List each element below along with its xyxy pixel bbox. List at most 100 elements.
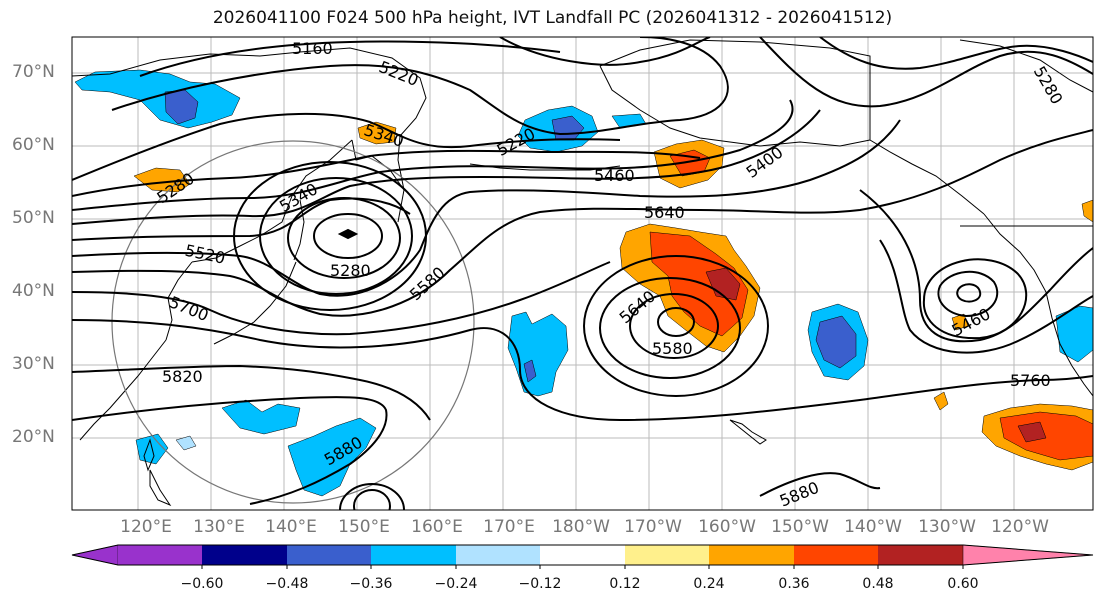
south-contours — [339, 483, 405, 510]
height-contours — [72, 37, 1093, 505]
blue-patch-small-wake — [175, 435, 197, 451]
contour-5880-east — [759, 472, 881, 497]
west-low-core — [337, 228, 359, 240]
blue-core-siberia — [164, 89, 199, 125]
lon-label: 170°W — [624, 517, 682, 537]
lon-label: 160°W — [698, 517, 756, 537]
orange-core-aleutian — [669, 149, 711, 177]
ivt-negative-shading — [74, 69, 1093, 497]
contour-5220-north — [111, 37, 729, 136]
gridlines — [72, 37, 1093, 510]
chart-title: 2026041100 F024 500 hPa height, IVT Land… — [212, 8, 893, 28]
contour-5340 — [72, 149, 701, 197]
contour-5640-mid — [72, 129, 1093, 317]
west-low-ring-2 — [287, 197, 401, 279]
lon-label: 170°E — [483, 517, 535, 537]
coast-china — [79, 339, 167, 441]
blue-patch-siberia — [74, 69, 241, 129]
contour-5400 — [72, 99, 794, 211]
coast-taiwan — [143, 438, 155, 472]
contour-5880 — [72, 396, 388, 505]
contour-5820 — [72, 364, 431, 421]
south-ring-2 — [339, 483, 405, 510]
central-low-ring-3 — [599, 277, 741, 379]
orange-patch-small — [933, 391, 949, 411]
lon-label: 120°E — [120, 517, 172, 537]
blue-patch-central-pacific — [507, 311, 569, 397]
colorbar-tick-label: 0.24 — [693, 576, 725, 592]
ivt-positive-shading — [133, 121, 1093, 471]
central-low-ring-2 — [629, 293, 719, 359]
colorbar-tick-label: −0.60 — [180, 576, 224, 592]
contour-east-ring-inner — [937, 270, 999, 318]
colorbar-tick-label: 0.36 — [778, 576, 810, 592]
colorbar-bin — [794, 545, 878, 565]
colorbar-outline — [71, 544, 1094, 566]
colorbar-bin — [202, 545, 287, 565]
lat-label: 30°N — [12, 354, 55, 374]
orange-core-main — [649, 231, 749, 337]
colorbar-bin — [540, 545, 625, 565]
contour-east-ring-mid — [922, 258, 1028, 340]
contour-label: 5160 — [292, 39, 333, 58]
blue-core-east-pacific — [815, 315, 857, 369]
lat-label: 50°N — [12, 208, 55, 228]
colorbar-tick-label: −0.12 — [518, 576, 562, 592]
contour-5460 — [72, 109, 821, 225]
blue-core-central — [523, 359, 537, 383]
lon-label: 150°W — [771, 517, 829, 537]
colorbar-bin — [625, 545, 709, 565]
colorbar — [71, 544, 1094, 569]
coast-japan — [213, 261, 297, 345]
central-low-ring-1 — [657, 307, 695, 337]
lat-label: 40°N — [12, 281, 55, 301]
contour-east-trough — [859, 189, 1093, 343]
colorbar-ticks — [201, 565, 964, 569]
colorbar-tick-label: −0.24 — [434, 576, 478, 592]
contour-5700 — [72, 261, 611, 336]
south-ring-1 — [353, 489, 391, 510]
west-low-ring-1 — [313, 213, 383, 259]
colorbar-tick-label: 0.12 — [609, 576, 641, 592]
lon-label: 130°W — [918, 517, 976, 537]
lon-label: 140°W — [844, 517, 902, 537]
range-circle — [111, 140, 475, 504]
lon-label: 140°E — [265, 517, 317, 537]
coast-bc — [983, 213, 1093, 397]
colorbar-extend-left — [71, 544, 119, 566]
lat-label: 60°N — [12, 135, 55, 155]
colorbar-tick-label: 0.60 — [947, 576, 979, 592]
contour-label: 5580 — [652, 339, 693, 358]
central-low-contours — [583, 255, 769, 397]
colorbar-bin — [287, 545, 371, 565]
lat-label: 20°N — [12, 427, 55, 447]
coast-hawaii — [729, 419, 767, 445]
red-core-baja — [1017, 421, 1047, 443]
orange-patch-bc — [1081, 199, 1093, 223]
contour-label: 5820 — [162, 367, 203, 386]
contour-label: 5640 — [644, 203, 685, 222]
colorbar-tick-label: −0.36 — [349, 576, 393, 592]
contour-upper-east — [759, 37, 1093, 108]
contour-5160 — [139, 40, 561, 77]
blue-patch-subtropical — [287, 417, 377, 497]
orange-patch-kamchatka — [357, 121, 397, 145]
coast-asia-north — [72, 47, 427, 223]
contour-east-trough2 — [879, 239, 1093, 354]
west-low-contours — [233, 161, 427, 311]
coast-greenland-ne — [959, 39, 1093, 93]
red-core-main — [705, 267, 741, 301]
west-low-ring-3 — [259, 177, 413, 295]
coast-philippines — [149, 469, 172, 507]
contour-label: 5760 — [1010, 371, 1051, 390]
blue-patch-philippine — [221, 399, 301, 435]
blue-patch-westcoast — [1055, 305, 1093, 363]
contour-north-ring — [499, 37, 711, 66]
lon-label: 160°E — [411, 517, 463, 537]
lat-label: 70°N — [12, 62, 55, 82]
contour-5280-west — [72, 112, 621, 181]
colorbar-bin — [878, 545, 963, 565]
colorbar-bin — [709, 545, 794, 565]
contour-5580-west — [72, 119, 901, 297]
